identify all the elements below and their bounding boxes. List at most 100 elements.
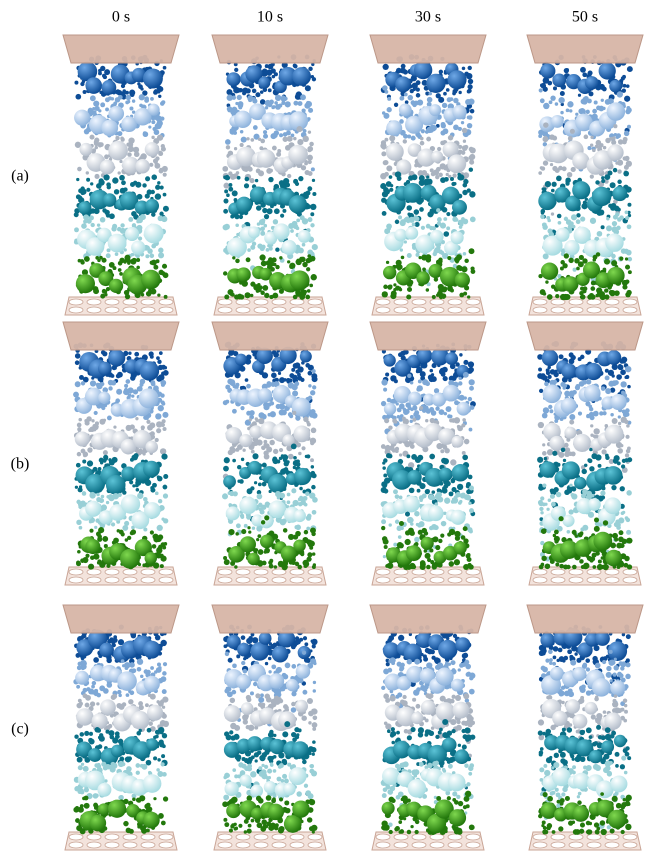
- small-particle: [387, 97, 391, 101]
- small-particle: [102, 536, 108, 542]
- large-particle: [223, 475, 236, 488]
- small-particle: [623, 171, 629, 177]
- large-particle: [383, 266, 396, 279]
- large-particle: [289, 195, 307, 213]
- base-hole: [376, 307, 390, 313]
- small-particle: [238, 101, 244, 107]
- small-particle: [381, 151, 386, 156]
- small-particle: [252, 527, 255, 530]
- small-particle: [312, 179, 315, 182]
- top-platen: [370, 35, 486, 63]
- small-particle: [94, 174, 99, 179]
- small-particle: [289, 378, 293, 382]
- small-particle: [582, 489, 588, 495]
- small-particle: [230, 174, 236, 180]
- small-particle: [420, 137, 424, 141]
- small-particle: [126, 95, 131, 100]
- small-particle: [287, 174, 291, 178]
- small-particle: [269, 295, 273, 299]
- small-particle: [426, 408, 431, 413]
- column-header: 30 s: [415, 9, 441, 26]
- small-particle: [587, 72, 590, 75]
- small-particle: [422, 528, 427, 533]
- small-particle: [91, 223, 95, 227]
- small-particle: [440, 368, 445, 373]
- small-particle: [224, 457, 230, 463]
- small-particle: [78, 501, 84, 507]
- small-particle: [450, 288, 454, 292]
- small-particle: [239, 294, 244, 299]
- small-particle: [234, 68, 238, 72]
- small-particle: [469, 508, 474, 513]
- small-particle: [440, 130, 445, 135]
- small-particle: [606, 217, 609, 220]
- base-hole: [105, 299, 119, 305]
- small-particle: [163, 66, 167, 70]
- small-particle: [74, 212, 79, 217]
- small-particle: [137, 659, 143, 665]
- small-particle: [467, 84, 472, 89]
- base-hole: [105, 842, 119, 848]
- small-particle: [464, 396, 467, 399]
- small-particle: [552, 182, 557, 187]
- small-particle: [160, 116, 164, 120]
- small-particle: [575, 113, 578, 116]
- simulation-panel: [63, 322, 179, 585]
- small-particle: [141, 425, 145, 429]
- small-particle: [457, 425, 460, 428]
- small-particle: [149, 253, 154, 258]
- column-header: 0 s: [112, 9, 130, 26]
- small-particle: [615, 161, 618, 164]
- small-particle: [405, 539, 411, 545]
- small-particle: [112, 177, 118, 183]
- small-particle: [616, 543, 622, 549]
- figure: 0 s 10 s 30 s 50 s (a) (b) (c): [0, 0, 653, 853]
- small-particle: [401, 256, 405, 260]
- small-particle: [312, 385, 316, 389]
- small-particle: [292, 375, 298, 381]
- small-particle: [77, 427, 81, 431]
- small-particle: [113, 426, 116, 429]
- large-particle: [605, 233, 623, 251]
- large-particle: [562, 461, 580, 479]
- small-particle: [590, 424, 593, 427]
- small-particle: [600, 491, 605, 496]
- small-particle: [94, 138, 99, 143]
- small-particle: [155, 193, 161, 199]
- small-particle: [451, 479, 456, 484]
- small-particle: [311, 428, 317, 434]
- small-particle: [626, 290, 631, 295]
- small-particle: [258, 549, 264, 555]
- large-particle: [543, 385, 562, 404]
- small-particle: [399, 453, 402, 456]
- small-particle: [91, 419, 94, 422]
- small-particle: [613, 215, 618, 220]
- small-particle: [279, 409, 285, 415]
- small-particle: [77, 423, 82, 428]
- small-particle: [627, 125, 631, 129]
- small-particle: [114, 189, 119, 194]
- small-particle: [157, 360, 161, 364]
- large-particle: [451, 436, 463, 448]
- small-particle: [250, 294, 253, 297]
- small-particle: [469, 564, 474, 569]
- small-particle: [150, 488, 155, 493]
- small-particle: [265, 64, 269, 68]
- simulation-panel: [212, 35, 328, 315]
- small-particle: [98, 527, 104, 533]
- large-particle: [293, 426, 310, 443]
- small-particle: [99, 419, 105, 425]
- small-particle: [129, 90, 135, 96]
- base-plate: [529, 297, 641, 315]
- small-particle: [124, 290, 129, 295]
- small-particle: [437, 259, 441, 263]
- small-particle: [291, 443, 297, 449]
- small-particle: [234, 147, 237, 150]
- small-particle: [443, 231, 449, 237]
- small-particle: [605, 456, 609, 460]
- small-particle: [541, 556, 546, 561]
- small-particle: [288, 454, 294, 460]
- small-particle: [290, 229, 294, 233]
- small-particle: [451, 487, 456, 492]
- small-particle: [273, 219, 278, 224]
